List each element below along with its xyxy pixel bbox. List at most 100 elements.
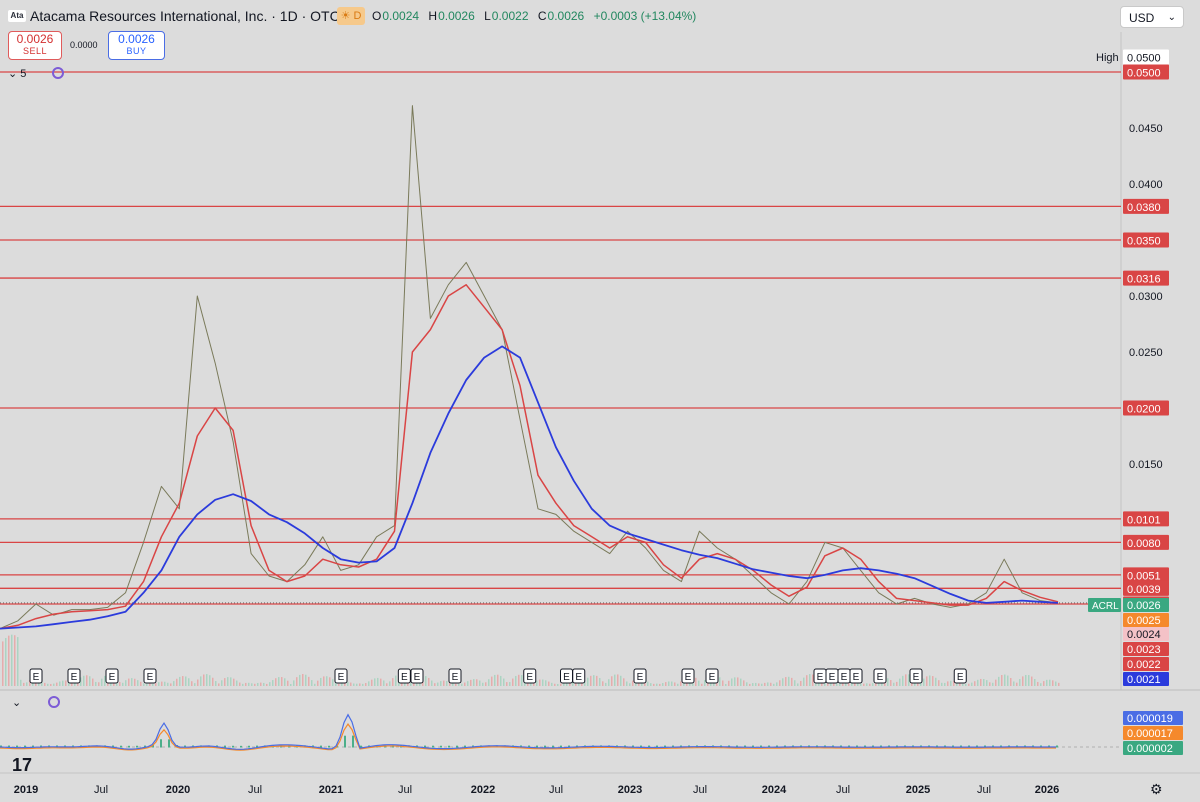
earnings-marker-label: E	[563, 672, 570, 683]
volume-bar	[278, 677, 280, 686]
currency-select[interactable]: USD ⌄	[1120, 6, 1184, 28]
time-tick-jul: Jul	[977, 784, 991, 796]
macd-histogram-bar	[440, 745, 442, 748]
time-tick-jul: Jul	[549, 784, 563, 796]
volume-bar	[521, 675, 523, 686]
earnings-marker	[873, 668, 887, 684]
volume-bar	[365, 682, 367, 686]
sell-button[interactable]: 0.0026 SELL	[8, 31, 62, 60]
sun-icon[interactable]: ☀ D	[337, 7, 365, 25]
level-tag-0.0080: 0.0080	[1127, 538, 1161, 550]
time-tick-2024: 2024	[762, 784, 787, 796]
volume-bar	[44, 682, 46, 686]
buy-button[interactable]: 0.0026 BUY	[108, 31, 165, 60]
symbol-title[interactable]: Atacama Resources International, Inc. · …	[30, 8, 340, 24]
earnings-marker	[105, 668, 119, 684]
horizontal-levels[interactable]: 0.0500 0.0380 0.0350 0.0316 0.0200 0.0101 0.00…	[0, 64, 1169, 612]
volume-bar	[131, 678, 133, 686]
volume-bar	[368, 681, 370, 686]
volume-bar	[1046, 679, 1048, 686]
volume-bar	[449, 681, 451, 686]
earnings-marker-label: E	[338, 672, 345, 683]
high-value: 0.0026	[438, 9, 475, 23]
price-axis[interactable]: 0.0450 0.0400 0.0300 0.0250 0.0150 High 0.0500	[1096, 49, 1169, 472]
earnings-marker-label: E	[414, 672, 421, 683]
volume-bar	[389, 681, 391, 686]
macd-tag-bg	[1123, 726, 1183, 740]
time-axis[interactable]: 2019 Jul 2020 Jul 2021 Jul 2022 Jul 2023 Jul 2024 J…	[14, 784, 1059, 796]
volume-bar	[434, 683, 436, 686]
macd-histogram-bar	[32, 745, 34, 748]
volume-bar	[209, 675, 211, 686]
volume-bar	[518, 674, 520, 686]
volume-bar	[899, 678, 901, 686]
volume-bar	[776, 682, 778, 686]
volume-bar	[143, 683, 145, 686]
macd-histogram-bar	[432, 745, 434, 748]
earnings-marker-label: E	[33, 672, 40, 683]
volume-bar	[560, 683, 562, 686]
buy-price: 0.0026	[118, 32, 155, 46]
volume-bar	[455, 683, 457, 686]
volume-bar	[539, 679, 541, 686]
volume-bar	[83, 675, 85, 686]
earnings-marker-label: E	[853, 672, 860, 683]
macd-histogram-bar	[184, 745, 186, 748]
volume-bar	[5, 638, 7, 686]
macd-settings-icon[interactable]	[48, 696, 60, 708]
change-value: +0.0003 (+13.04%)	[593, 9, 697, 23]
macd-histogram-bar	[536, 745, 538, 748]
volume-bar	[599, 678, 601, 686]
volume-bar	[656, 683, 658, 686]
volume-bar	[956, 681, 958, 686]
volume-bar	[80, 677, 82, 686]
volume-bar	[347, 681, 349, 686]
price-tag-bg	[1123, 627, 1169, 641]
volume-bar	[647, 681, 649, 686]
volume-bar	[464, 682, 466, 686]
volume-bar	[860, 683, 862, 686]
volume-bar	[533, 682, 535, 686]
volume-bar	[989, 682, 991, 686]
tradingview-logo[interactable]: 17	[12, 755, 33, 775]
volume-bar	[386, 683, 388, 686]
volume-bar	[179, 676, 181, 686]
volume-bar	[350, 682, 352, 686]
time-tick-jul: Jul	[398, 784, 412, 796]
volume-bar	[854, 682, 856, 686]
volume-bar	[1025, 674, 1027, 686]
volume-bar	[260, 682, 262, 686]
volume-bar	[338, 683, 340, 686]
volume-bar	[395, 675, 397, 686]
volume-bar	[383, 680, 385, 686]
macd-histogram-bar	[560, 745, 562, 748]
volume-bar	[284, 678, 286, 686]
earnings-marker	[633, 668, 647, 684]
volume-bar	[125, 680, 127, 686]
indicator-settings-icon[interactable]	[52, 67, 64, 79]
level-tag-bg-0.0039	[1123, 580, 1169, 596]
series-lines	[0, 105, 1059, 630]
volume-bar	[437, 682, 439, 686]
level-tag-0.0051: 0.0051	[1127, 570, 1161, 582]
volume-bar	[14, 635, 16, 686]
macd-histogram-bar	[456, 745, 458, 748]
earnings-marker-label: E	[841, 672, 848, 683]
volume-bar	[215, 681, 217, 686]
volume-bar	[263, 682, 265, 686]
indicators-toggle[interactable]: ⌄ 5	[8, 68, 27, 80]
gear-icon[interactable]: ⚙	[1150, 781, 1163, 797]
volume-bar	[974, 681, 976, 686]
level-tag-0.0200: 0.0200	[1127, 404, 1161, 416]
volume-bar	[170, 683, 172, 686]
volume-bar	[200, 676, 202, 686]
volume-bar	[1013, 681, 1015, 686]
price-tag-bg	[1123, 657, 1169, 671]
volume-bar	[875, 681, 877, 686]
price-tag-value: 0.0026	[1127, 600, 1161, 612]
volume-bar	[620, 675, 622, 686]
macd-toggle[interactable]: ⌄	[12, 697, 22, 709]
open-value: 0.0024	[382, 9, 420, 23]
